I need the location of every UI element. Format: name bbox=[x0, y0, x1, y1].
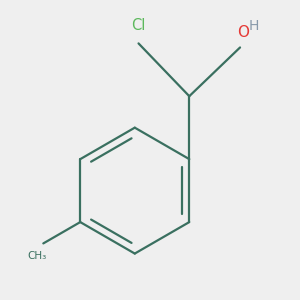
Text: O: O bbox=[237, 25, 249, 40]
Text: Cl: Cl bbox=[131, 18, 146, 33]
Text: CH₃: CH₃ bbox=[28, 250, 47, 260]
Text: H: H bbox=[249, 19, 260, 33]
